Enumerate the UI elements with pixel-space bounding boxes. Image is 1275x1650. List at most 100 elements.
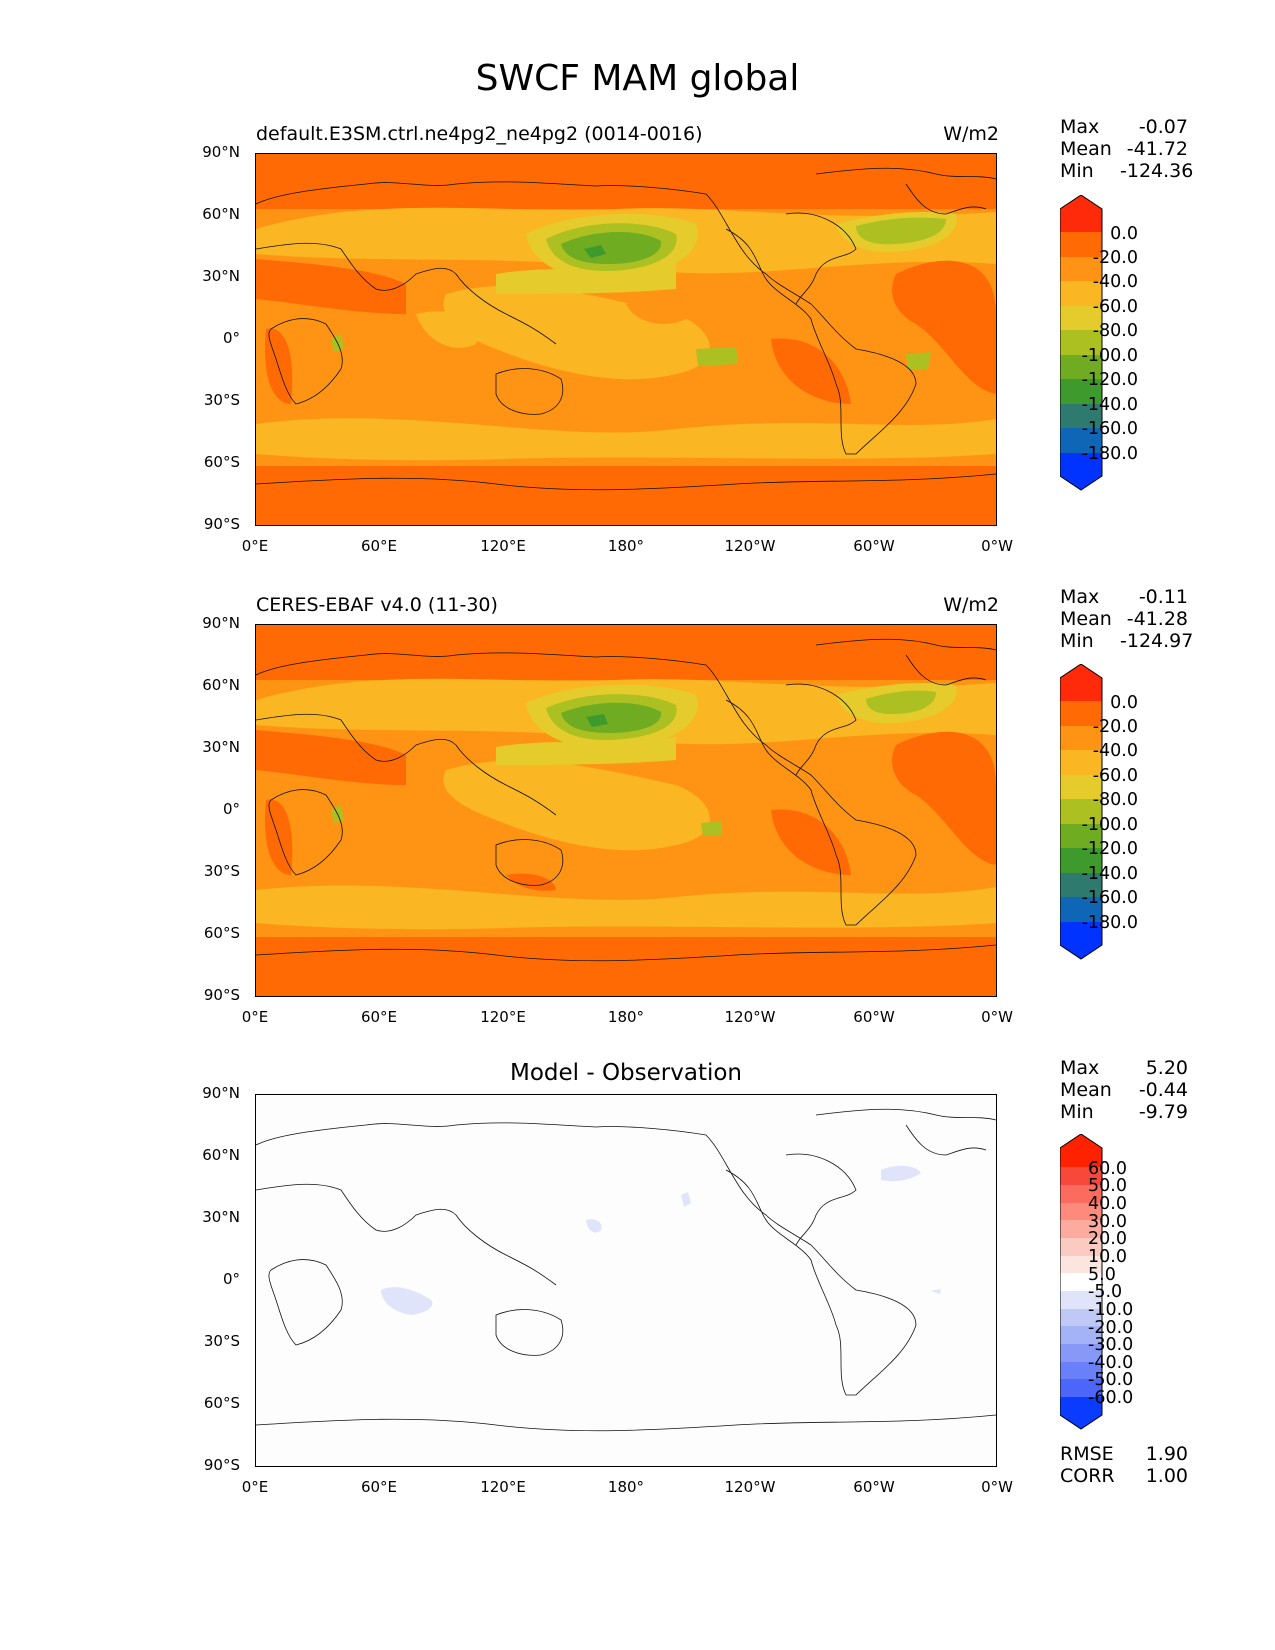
y-tick: 60°N: [202, 205, 240, 223]
x-tick: 120°E: [480, 537, 526, 555]
stat-max: Max -0.11: [1060, 586, 1188, 608]
y-tick: 90°N: [202, 143, 240, 161]
panel2-stats: Max -0.11 Mean -41.28 Min -124.97: [1060, 586, 1194, 652]
colorbar-label: -60.0: [1092, 297, 1138, 317]
panel3-coastlines: [256, 1108, 996, 1432]
y-tick: 30°N: [202, 738, 240, 756]
colorbar-label: -180.0: [1081, 444, 1138, 464]
panel2-map: [255, 624, 997, 997]
colorbar-label: -100.0: [1081, 346, 1138, 366]
y-tick: 90°N: [202, 1084, 240, 1102]
colorbar-label: 30.0: [1088, 1212, 1127, 1232]
panel3-base-fill: [256, 1095, 996, 1466]
y-tick: 30°S: [203, 862, 240, 880]
x-tick: 0°E: [241, 1478, 269, 1496]
y-tick: 60°S: [203, 1394, 240, 1412]
y-tick: 30°N: [202, 1208, 240, 1226]
colorbar-label: -140.0: [1081, 864, 1138, 884]
colorbar-label: -100.0: [1081, 815, 1138, 835]
panel1-stats: Max -0.07 Mean -41.72 Min -124.36: [1060, 116, 1194, 182]
x-tick: 120°W: [724, 537, 776, 555]
panel1-map: [255, 153, 997, 526]
x-tick: 60°E: [360, 1478, 398, 1496]
colorbar-label: -120.0: [1081, 370, 1138, 390]
x-tick: 120°E: [480, 1008, 526, 1026]
colorbar-label: -30.0: [1088, 1335, 1134, 1355]
colorbar-label: -60.0: [1092, 766, 1138, 786]
colorbar-svg: [1059, 194, 1103, 491]
colorbar-label: -140.0: [1081, 395, 1138, 415]
colorbar-svg: [1059, 1133, 1103, 1430]
panel2-units: W/m2: [943, 594, 999, 616]
y-tick: 60°N: [202, 676, 240, 694]
stat-min: Min -124.97: [1060, 630, 1194, 652]
colorbar-label: -50.0: [1088, 1370, 1134, 1390]
x-tick: 0°E: [241, 1008, 269, 1026]
y-tick: 60°S: [203, 924, 240, 942]
y-tick: 60°N: [202, 1146, 240, 1164]
y-tick: 0°: [222, 1270, 240, 1288]
panel3-colorbar: [1059, 1133, 1104, 1436]
panel2-map-svg: [256, 625, 996, 996]
panel2-colorbar: [1059, 663, 1104, 966]
colorbar-label: -40.0: [1088, 1353, 1134, 1373]
colorbar-label: 5.0: [1088, 1265, 1116, 1285]
panel1-left-title: default.E3SM.ctrl.ne4pg2_ne4pg2 (0014-00…: [256, 123, 703, 145]
y-tick: 60°S: [203, 453, 240, 471]
colorbar-label: -160.0: [1081, 419, 1138, 439]
stat-mean: Mean -0.44: [1060, 1079, 1188, 1101]
colorbar-label: -40.0: [1092, 272, 1138, 292]
stat-min: Min -124.36: [1060, 160, 1194, 182]
colorbar-label: -40.0: [1092, 741, 1138, 761]
x-tick: 60°E: [360, 1008, 398, 1026]
colorbar-label: 10.0: [1088, 1247, 1127, 1267]
colorbar-label: -20.0: [1092, 717, 1138, 737]
x-tick: 0°E: [241, 537, 269, 555]
colorbar-label: 40.0: [1088, 1194, 1127, 1214]
colorbar-label: -180.0: [1081, 913, 1138, 933]
x-tick: 180°: [607, 1008, 645, 1026]
colorbar-label: -80.0: [1092, 790, 1138, 810]
panel3-stats: Max 5.20 Mean -0.44 Min -9.79: [1060, 1057, 1188, 1123]
panel3-map-svg: [256, 1095, 996, 1466]
panel3-map: [255, 1094, 997, 1467]
y-tick: 0°: [222, 800, 240, 818]
y-tick: 90°S: [203, 1456, 240, 1474]
y-tick: 30°N: [202, 267, 240, 285]
y-tick: 30°S: [203, 1332, 240, 1350]
colorbar-label: 0.0: [1110, 224, 1138, 244]
panel1-units: W/m2: [943, 123, 999, 145]
x-tick: 120°W: [724, 1478, 776, 1496]
x-tick: 60°W: [853, 1008, 895, 1026]
stat-max: Max -0.07: [1060, 116, 1188, 138]
colorbar-label: -5.0: [1088, 1282, 1123, 1302]
x-tick: 0°W: [981, 1008, 1013, 1026]
colorbar-label: -60.0: [1088, 1388, 1134, 1408]
panel3-metrics: RMSE 1.90 CORR 1.00: [1060, 1443, 1188, 1487]
panel2-coastlines: [256, 638, 996, 962]
colorbar-label: 0.0: [1110, 693, 1138, 713]
stat-mean: Mean -41.28: [1060, 608, 1188, 630]
y-tick: 0°: [222, 329, 240, 347]
colorbar-label: 20.0: [1088, 1229, 1127, 1249]
stat-corr: CORR 1.00: [1060, 1465, 1188, 1487]
y-tick: 90°N: [202, 614, 240, 632]
x-tick: 120°E: [480, 1478, 526, 1496]
colorbar-svg: [1059, 663, 1103, 960]
x-tick: 180°: [607, 537, 645, 555]
x-tick: 180°: [607, 1478, 645, 1496]
panel1-map-svg: [256, 154, 996, 525]
colorbar-label: -120.0: [1081, 839, 1138, 859]
figure-title: SWCF MAM global: [475, 58, 800, 99]
colorbar-label: -20.0: [1088, 1318, 1134, 1338]
stat-max: Max 5.20: [1060, 1057, 1188, 1079]
colorbar-label: -160.0: [1081, 888, 1138, 908]
colorbar-label: -10.0: [1088, 1300, 1134, 1320]
x-tick: 60°W: [853, 1478, 895, 1496]
colorbar-label: -80.0: [1092, 321, 1138, 341]
x-tick: 0°W: [981, 537, 1013, 555]
stat-mean: Mean -41.72: [1060, 138, 1188, 160]
x-tick: 60°E: [360, 537, 398, 555]
y-tick: 30°S: [203, 391, 240, 409]
panel3-title: Model - Observation: [509, 1060, 743, 1086]
